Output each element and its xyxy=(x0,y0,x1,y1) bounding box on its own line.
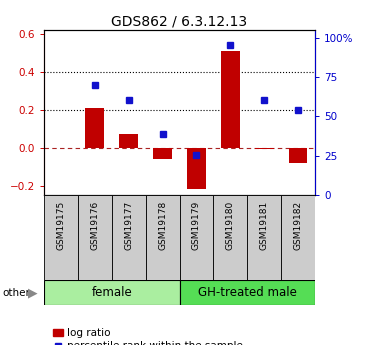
Bar xyxy=(146,195,179,280)
Legend: log ratio, percentile rank within the sample: log ratio, percentile rank within the sa… xyxy=(49,324,247,345)
Bar xyxy=(289,148,307,163)
Bar xyxy=(85,108,104,148)
Text: GSM19180: GSM19180 xyxy=(226,201,235,250)
Bar xyxy=(281,195,315,280)
Bar xyxy=(221,51,239,148)
Bar xyxy=(247,195,281,280)
Bar xyxy=(78,195,112,280)
Text: GSM19179: GSM19179 xyxy=(192,201,201,250)
Bar xyxy=(179,280,315,305)
Text: GSM19178: GSM19178 xyxy=(158,201,167,250)
Bar xyxy=(153,148,172,159)
Bar xyxy=(112,195,146,280)
Bar xyxy=(44,280,179,305)
Bar xyxy=(119,134,138,148)
Text: GH-treated male: GH-treated male xyxy=(198,286,297,299)
Bar xyxy=(255,148,273,149)
Text: other: other xyxy=(2,287,30,297)
Text: GSM19177: GSM19177 xyxy=(124,201,133,250)
Text: GSM19175: GSM19175 xyxy=(57,201,65,250)
Bar xyxy=(187,148,206,189)
Bar xyxy=(179,195,213,280)
Text: GSM19182: GSM19182 xyxy=(293,201,303,250)
Bar xyxy=(213,195,247,280)
Text: GSM19181: GSM19181 xyxy=(260,201,269,250)
Text: female: female xyxy=(91,286,132,299)
Bar xyxy=(44,195,78,280)
Text: ▶: ▶ xyxy=(28,286,37,299)
Text: GSM19176: GSM19176 xyxy=(90,201,99,250)
Title: GDS862 / 6.3.12.13: GDS862 / 6.3.12.13 xyxy=(111,15,248,29)
